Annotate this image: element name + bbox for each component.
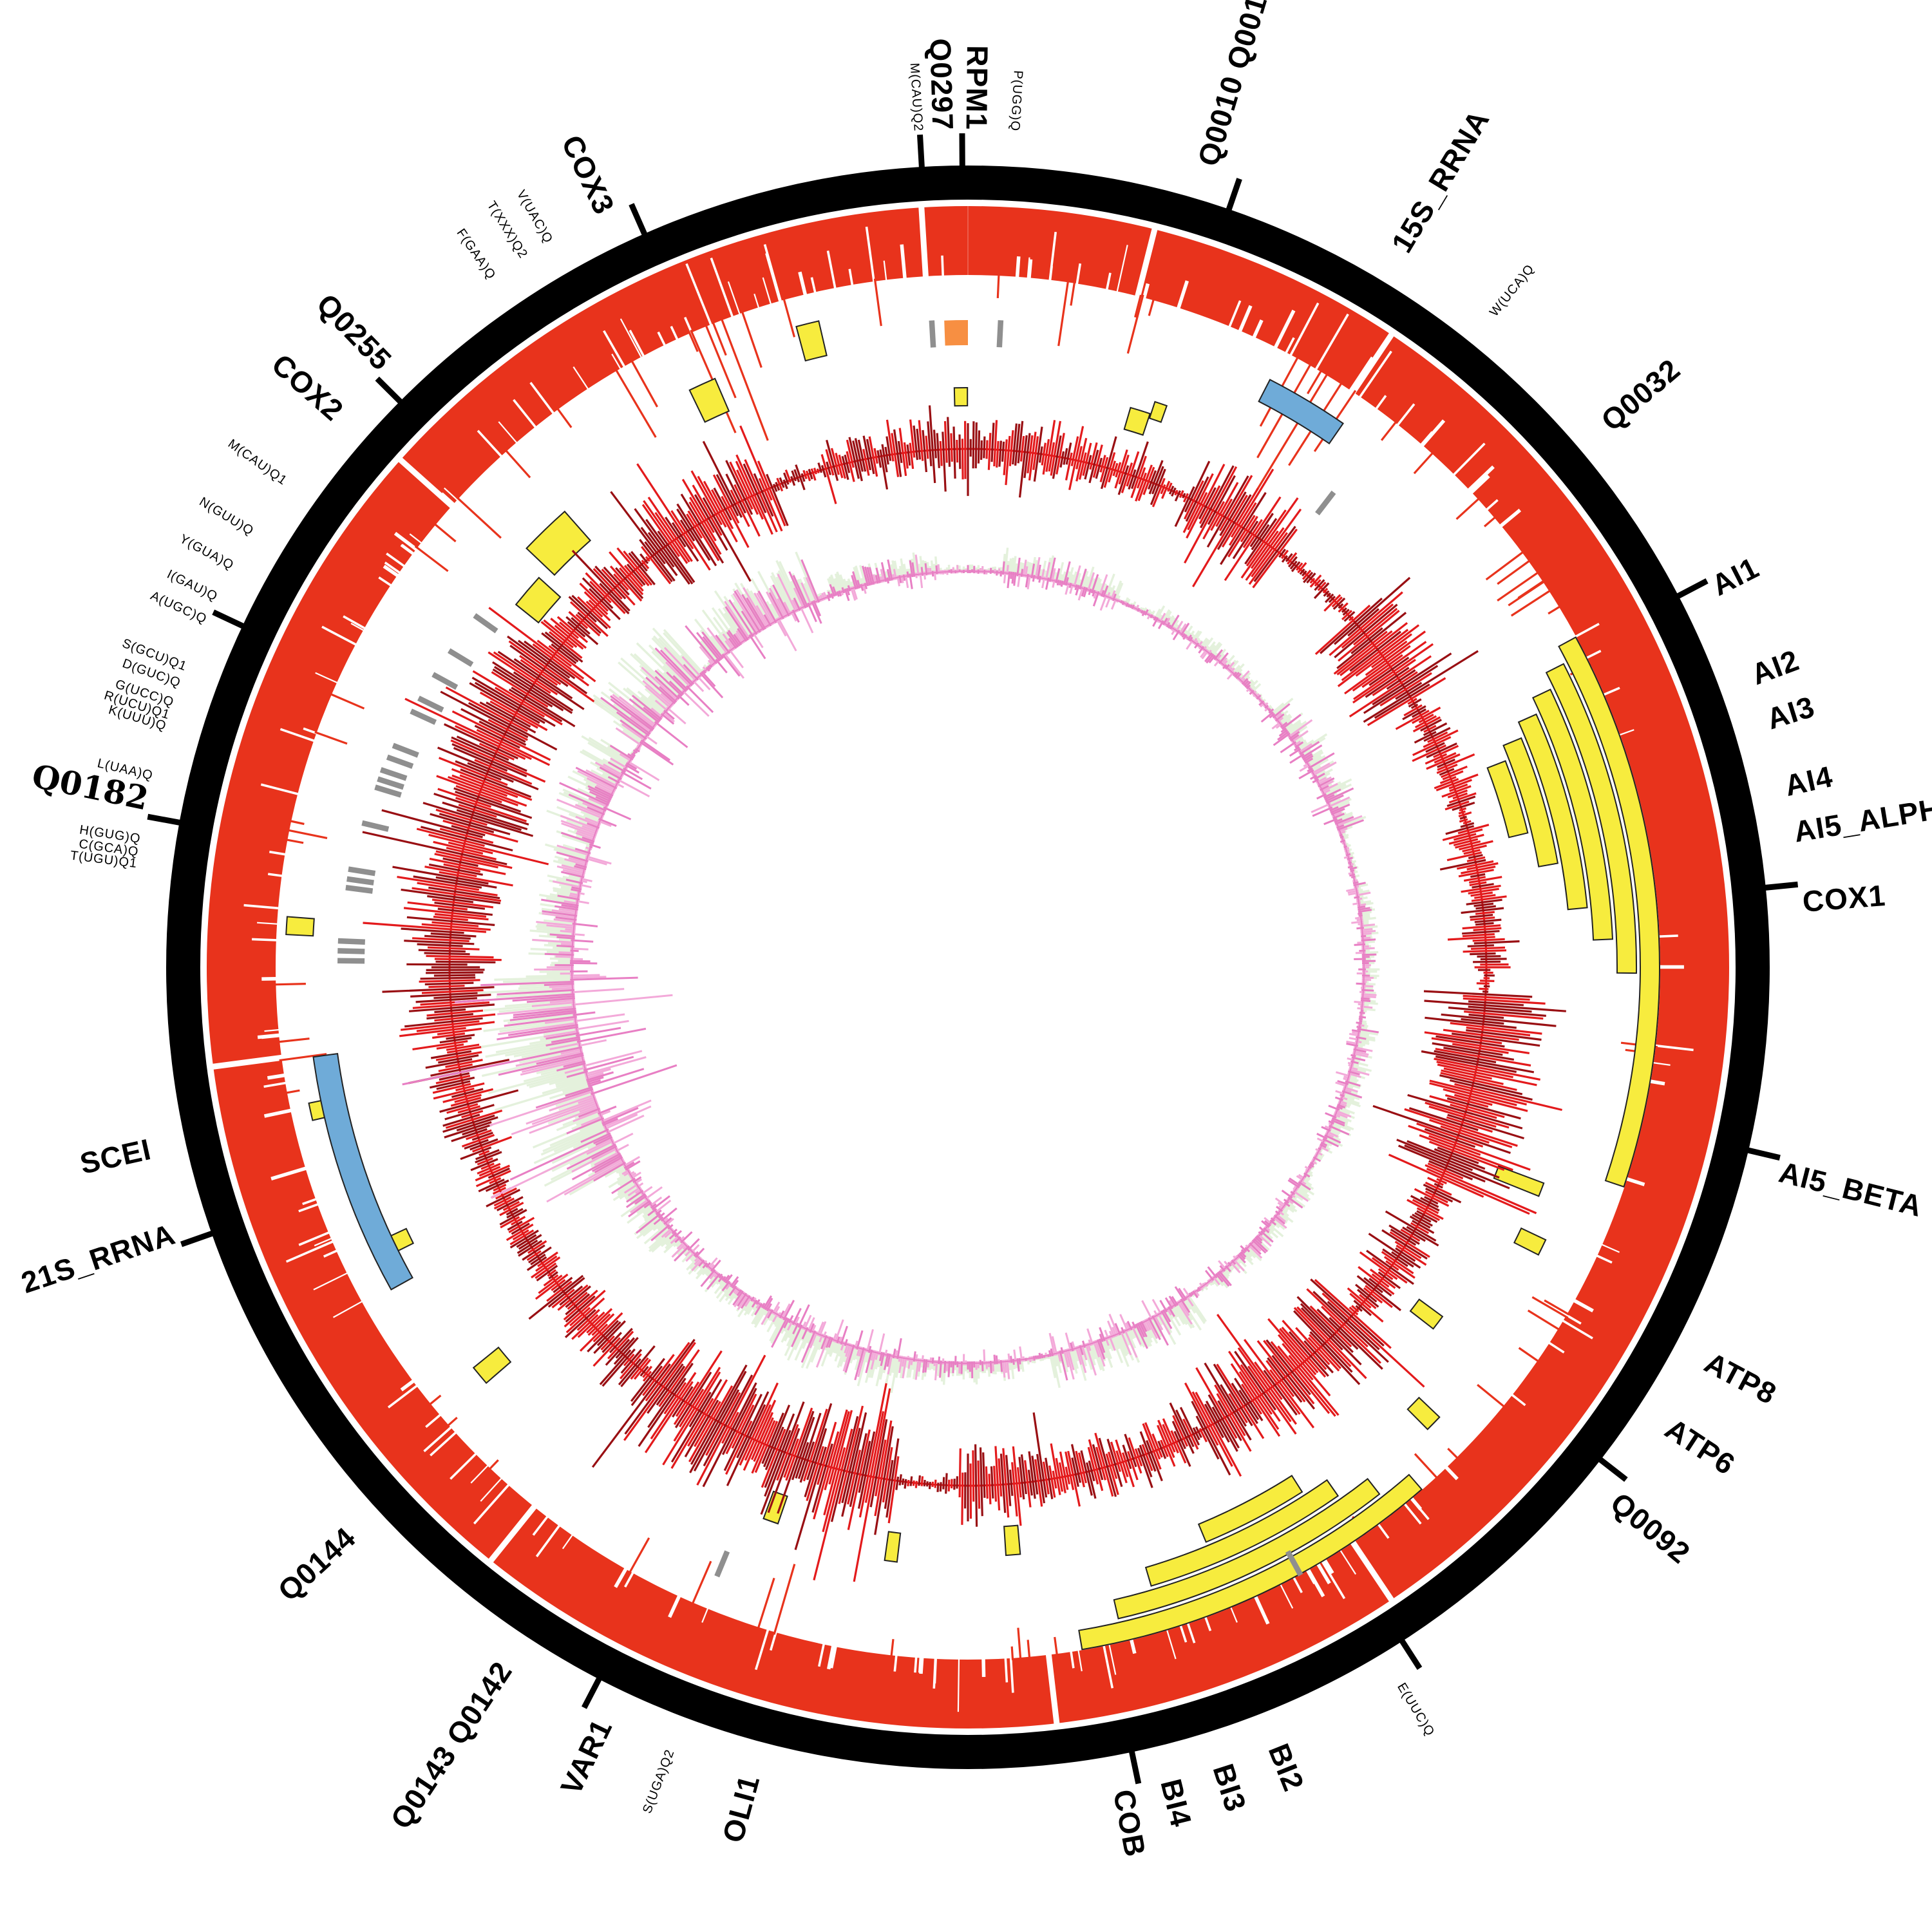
rrna-blue-arc — [1258, 379, 1344, 445]
orange-feature-block — [944, 320, 968, 346]
intron-arc-ai-arc-3 — [1531, 688, 1614, 941]
yellow-feature-block — [1493, 1165, 1545, 1197]
gene-band-ring — [206, 205, 1729, 1728]
coverage-spikes-bright — [363, 419, 1562, 1582]
gene-label-ai4: AI4 — [1782, 759, 1836, 802]
coverage-spikes-dark — [362, 405, 1566, 1550]
gene-label-ai3: AI3 — [1763, 690, 1819, 736]
gene-label-var1: VAR1 — [554, 1714, 618, 1800]
gene-label-q0143-q0142: Q0143 Q0142 — [384, 1655, 518, 1835]
gene-label-q0092: Q0092 — [1604, 1486, 1697, 1570]
gene-label-m-cau-q2: M(CAU)Q2 — [907, 62, 925, 132]
intron-arc-ai-arc-6 — [1486, 760, 1529, 838]
gene-label-f-gaa-q: F(GAA)Q — [453, 226, 498, 282]
gene-band-notches-wide — [257, 244, 1684, 1677]
rrna-blue-arc — [312, 1052, 413, 1291]
gene-label-q0032: Q0032 — [1595, 352, 1687, 437]
gene-label-cox2: COX2 — [265, 347, 350, 427]
gene-label-m-cau-q1: M(CAU)Q1 — [225, 437, 290, 488]
gene-label-oli1: OLI1 — [716, 1771, 766, 1846]
gene-label-cox1: COX1 — [1801, 878, 1887, 918]
gene-label-scei: SCEI — [77, 1132, 154, 1180]
gene-tick-marks — [147, 133, 1799, 1785]
yellow-feature-block — [884, 1531, 902, 1563]
gene-label-q0144: Q0144 — [271, 1520, 362, 1607]
gene-label-ai5-beta: AI5_BETA — [1776, 1155, 1926, 1223]
gene-label-w-uca-q: W(UCA)Q — [1487, 261, 1537, 319]
intron-arc-bi-arc-2 — [1113, 1477, 1381, 1620]
yellow-feature-block — [515, 576, 562, 624]
gene-label-ai2: AI2 — [1747, 643, 1803, 692]
intron-arc-ai-arc-1 — [1558, 636, 1660, 1188]
intron-arc-ai-arc-4 — [1517, 713, 1588, 911]
gene-label-cob: COB — [1107, 1787, 1153, 1860]
bias-spikes-green — [477, 547, 1380, 1394]
yellow-feature-block — [1148, 401, 1168, 423]
yellow-feature-block — [762, 1490, 788, 1525]
yellow-feature-block — [1123, 406, 1151, 436]
yellow-feature-block — [1003, 1524, 1021, 1557]
gene-label-q0255: Q0255 — [310, 287, 399, 377]
yellow-feature-block — [526, 510, 592, 576]
gene-label-n-guu-q: N(GUU)Q — [197, 495, 256, 538]
intron-arc-bi-arc-1 — [1078, 1473, 1423, 1651]
yellow-feature-block — [285, 916, 315, 937]
gene-label-p-ugg-q: P(UGG)Q — [1008, 70, 1025, 132]
yellow-feature-block — [795, 320, 828, 362]
gene-label-bi4: BI4 — [1154, 1776, 1198, 1830]
gene-band-gaps — [211, 205, 1395, 1725]
gene-label-e-uuc-q: E(UUC)Q — [1394, 1680, 1437, 1739]
gene-label-cox3: COX3 — [555, 130, 621, 220]
gene-label-bi2: BI2 — [1262, 1739, 1311, 1796]
feature-track — [285, 320, 1660, 1651]
intron-arc-bi-arc-4 — [1197, 1475, 1303, 1543]
yellow-feature-block — [688, 377, 730, 423]
gene-label-atp8: ATP8 — [1700, 1345, 1783, 1410]
intron-arc-ai-arc-2 — [1545, 663, 1638, 974]
intron-arc-ai-arc-5 — [1502, 737, 1559, 867]
gene-label-q0010-q0017: Q0010 Q0017 — [1191, 0, 1278, 170]
yellow-feature-block — [953, 386, 969, 407]
gene-label-rpm1: RPM1 — [960, 45, 994, 130]
gene-label-atp6: ATP6 — [1660, 1412, 1741, 1481]
bias-ring — [402, 547, 1380, 1394]
gene-ticks — [147, 133, 1799, 1785]
gene-label-15s-rrna: 15S_RRNA — [1385, 104, 1495, 258]
yellow-feature-block — [1406, 1396, 1441, 1430]
bias-baseline — [571, 571, 1365, 1364]
gene-label-ai1: AI1 — [1706, 551, 1764, 602]
gene-label-bi3: BI3 — [1206, 1760, 1253, 1816]
gene-label-s-uga-q2: S(UGA)Q2 — [640, 1747, 677, 1815]
gene-band-notches-mid — [243, 226, 1694, 1693]
yellow-feature-block — [472, 1346, 512, 1385]
gene-label-q0297: Q0297 — [923, 38, 960, 131]
gene-label-y-gua-q: Y(GUA)Q — [177, 532, 236, 573]
gray-feature-ticks — [337, 320, 1336, 1578]
backbone-circle — [166, 166, 1770, 1769]
backbone-ring — [166, 166, 1770, 1769]
yellow-feature-block — [1513, 1227, 1547, 1256]
yellow-feature-block — [1409, 1298, 1444, 1330]
intron-arc-bi-arc-3 — [1144, 1479, 1340, 1587]
coverage-ring — [362, 405, 1566, 1582]
gene-label-21s-rrna: 21S_RRNA — [17, 1217, 179, 1300]
